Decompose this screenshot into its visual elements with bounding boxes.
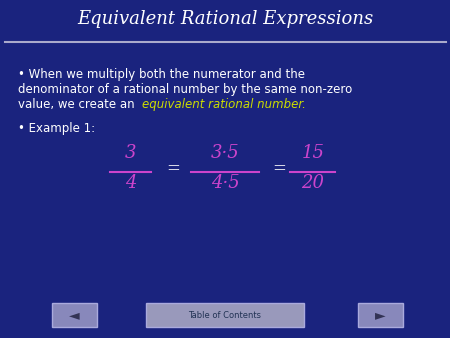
Text: denominator of a rational number by the same non-zero: denominator of a rational number by the … [18, 83, 352, 96]
Text: 3·5: 3·5 [211, 144, 239, 162]
Text: 4·5: 4·5 [211, 174, 239, 192]
Text: equivalent rational number.: equivalent rational number. [142, 98, 306, 111]
Text: 3: 3 [125, 144, 136, 162]
FancyBboxPatch shape [146, 303, 304, 327]
Text: ►: ► [375, 308, 386, 322]
Text: =: = [272, 161, 286, 177]
Text: 15: 15 [301, 144, 324, 162]
Text: 4: 4 [125, 174, 136, 192]
Text: ◄: ◄ [69, 308, 80, 322]
FancyBboxPatch shape [358, 303, 403, 327]
FancyBboxPatch shape [52, 303, 97, 327]
Text: • When we multiply both the numerator and the: • When we multiply both the numerator an… [18, 68, 305, 80]
Text: value, we create an: value, we create an [18, 98, 139, 111]
Text: =: = [166, 161, 180, 177]
Text: Equivalent Rational Expressions: Equivalent Rational Expressions [77, 9, 373, 28]
Text: Table of Contents: Table of Contents [189, 311, 261, 319]
Text: 20: 20 [301, 174, 324, 192]
Text: • Example 1:: • Example 1: [18, 122, 95, 135]
